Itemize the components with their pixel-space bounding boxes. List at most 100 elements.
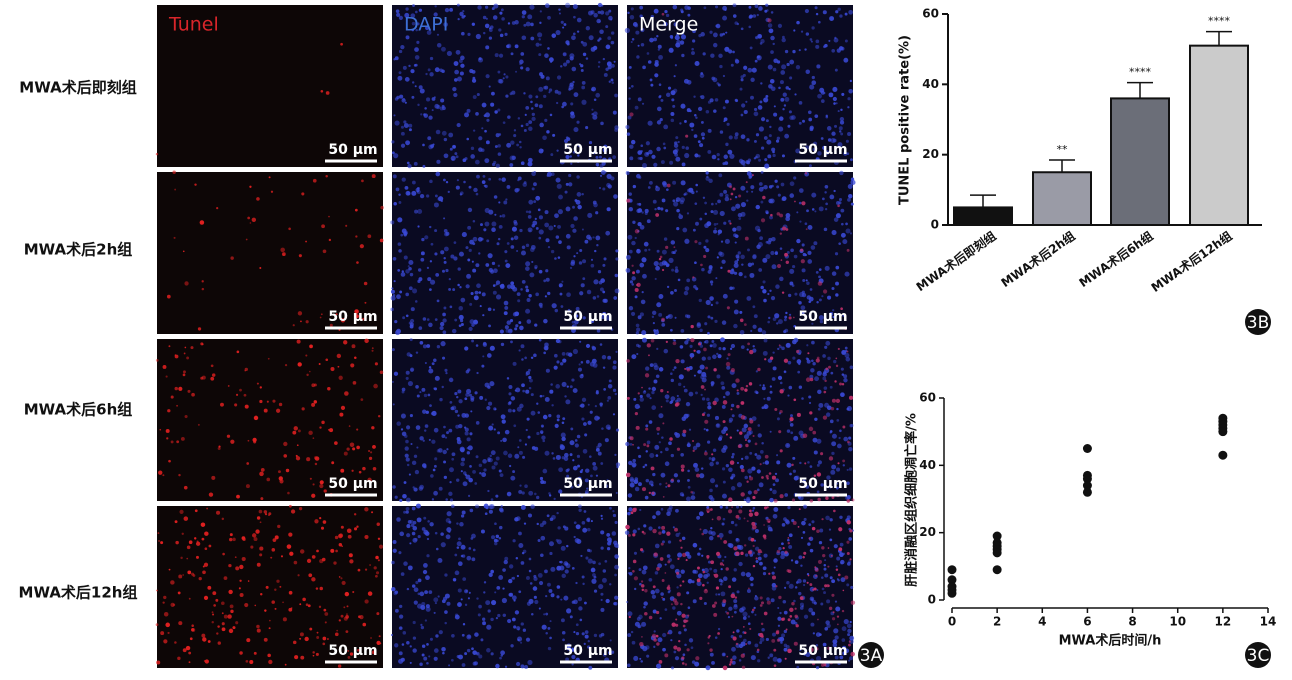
apoptotic-cell (182, 373, 186, 377)
nucleus (675, 156, 681, 162)
nucleus (391, 380, 394, 383)
nucleus (456, 546, 460, 549)
nucleus (655, 265, 660, 271)
nucleus (717, 354, 722, 359)
nucleus (609, 506, 612, 510)
nucleus (515, 661, 521, 667)
apoptotic-cell (191, 624, 194, 627)
nucleus (613, 601, 618, 606)
nucleus (390, 289, 395, 294)
nucleus (514, 188, 519, 193)
nucleus (720, 568, 723, 571)
nucleus (770, 296, 776, 301)
nucleus (402, 493, 407, 499)
nucleus (570, 102, 574, 106)
apoptotic-cell (216, 206, 219, 210)
nucleus (728, 530, 733, 534)
apoptotic-cell (343, 340, 348, 345)
nucleus (788, 544, 793, 549)
apoptotic-cell (787, 537, 790, 539)
nucleus (405, 140, 411, 146)
apoptotic-cell (681, 468, 685, 472)
nucleus (759, 641, 763, 645)
nucleus (503, 559, 508, 565)
nucleus (769, 390, 773, 394)
nucleus (809, 84, 815, 90)
nucleus (587, 212, 593, 218)
apoptotic-cell (340, 42, 343, 46)
apoptotic-cell (679, 584, 682, 587)
scale-bar-label: 50 μm (798, 476, 847, 492)
nucleus (420, 251, 425, 256)
nucleus (687, 13, 691, 17)
nucleus (651, 405, 657, 410)
nucleus (547, 627, 551, 630)
nucleus (653, 162, 658, 168)
apoptotic-cell (197, 423, 200, 426)
apoptotic-cell (352, 381, 357, 385)
nucleus (492, 308, 496, 311)
nucleus (519, 228, 523, 233)
apoptotic-cell (325, 358, 329, 362)
apoptotic-cell (792, 520, 797, 525)
nucleus (531, 107, 534, 110)
nucleus (678, 382, 682, 387)
nucleus (486, 118, 490, 122)
apoptotic-cell (660, 389, 664, 393)
bar (953, 206, 1013, 227)
nucleus (466, 648, 471, 653)
apoptotic-cell (749, 627, 752, 631)
apoptotic-cell (351, 344, 356, 349)
nucleus (627, 11, 630, 15)
apoptotic-cell (180, 436, 185, 441)
nucleus (755, 155, 758, 159)
nucleus (745, 572, 751, 578)
apoptotic-cell (155, 358, 159, 362)
nucleus (534, 599, 539, 605)
apoptotic-cell (831, 496, 835, 499)
apoptotic-cell (344, 591, 350, 597)
apoptotic-cell (322, 249, 327, 254)
nucleus (773, 58, 778, 64)
nucleus (470, 291, 474, 296)
nucleus (639, 14, 643, 19)
nucleus (482, 342, 487, 347)
nucleus (697, 154, 701, 158)
nucleus (439, 106, 444, 111)
nucleus (579, 340, 582, 343)
nucleus (757, 105, 763, 110)
nucleus (475, 112, 479, 116)
apoptotic-cell (730, 408, 733, 411)
nucleus (549, 551, 553, 556)
nucleus (722, 293, 728, 299)
nucleus (539, 523, 544, 528)
nucleus (390, 220, 395, 225)
nucleus (549, 541, 554, 547)
nucleus (714, 227, 717, 230)
apoptotic-cell (356, 525, 359, 528)
apoptotic-cell (640, 580, 644, 583)
nucleus (600, 404, 603, 408)
nucleus (541, 624, 547, 630)
nucleus (471, 70, 476, 74)
nucleus (659, 482, 662, 486)
nucleus (831, 441, 837, 447)
nucleus (563, 138, 569, 144)
nucleus (474, 632, 479, 637)
nucleus (423, 563, 428, 568)
nucleus (593, 13, 598, 18)
nucleus (571, 35, 576, 41)
apoptotic-cell (221, 627, 226, 632)
apoptotic-cell (661, 525, 666, 530)
apoptotic-cell (163, 595, 167, 600)
nucleus (850, 585, 854, 589)
nucleus (755, 36, 758, 39)
nucleus (566, 385, 569, 388)
nucleus (733, 610, 737, 614)
nucleus (545, 76, 550, 81)
apoptotic-cell (722, 599, 727, 604)
nucleus (666, 554, 671, 558)
nucleus (772, 150, 775, 154)
nucleus (558, 12, 561, 15)
nucleus (444, 368, 448, 372)
